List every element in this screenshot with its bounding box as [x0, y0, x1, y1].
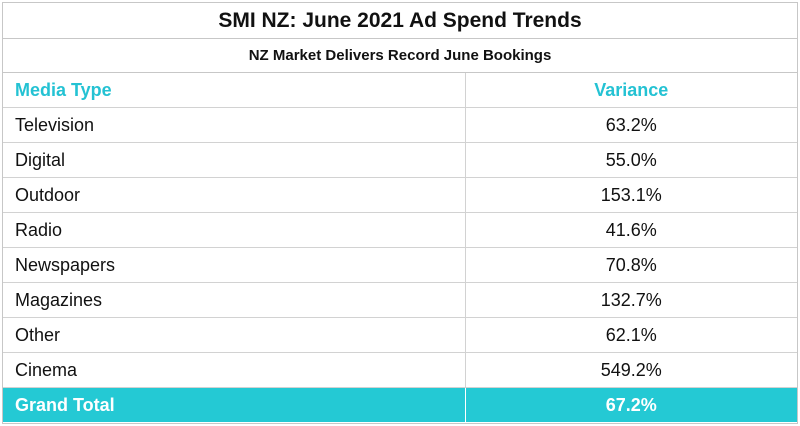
- table-row: Newspapers 70.8%: [3, 247, 797, 283]
- media-type-cell: Newspapers: [3, 247, 466, 283]
- variance-cell: 70.8%: [465, 247, 797, 283]
- variance-cell: 62.1%: [465, 317, 797, 353]
- table-row: Other 62.1%: [3, 317, 797, 353]
- chart-title: SMI NZ: June 2021 Ad Spend Trends: [3, 3, 797, 39]
- variance-cell: 153.1%: [465, 177, 797, 213]
- media-type-cell: Radio: [3, 212, 466, 248]
- grand-total-value: 67.2%: [465, 387, 797, 422]
- variance-cell: 132.7%: [465, 282, 797, 318]
- grand-total-row: Grand Total 67.2%: [3, 387, 797, 422]
- table-row: Television 63.2%: [3, 107, 797, 143]
- table-row: Digital 55.0%: [3, 142, 797, 178]
- variance-cell: 55.0%: [465, 142, 797, 178]
- media-type-cell: Magazines: [3, 282, 466, 318]
- header-row: Media Type Variance: [3, 73, 797, 108]
- column-header-media-type: Media Type: [3, 73, 466, 108]
- media-type-cell: Other: [3, 317, 466, 353]
- media-type-cell: Cinema: [3, 352, 466, 388]
- table-row: Cinema 549.2%: [3, 352, 797, 388]
- table-row: Outdoor 153.1%: [3, 177, 797, 213]
- table-body: Television 63.2% Digital 55.0% Outdoor 153.1%…: [3, 107, 797, 422]
- media-type-cell: Outdoor: [3, 177, 466, 213]
- media-type-cell: Television: [3, 107, 466, 143]
- column-header-variance: Variance: [465, 73, 797, 108]
- media-type-cell: Digital: [3, 142, 466, 178]
- table-row: Magazines 132.7%: [3, 282, 797, 318]
- table-row: Radio 41.6%: [3, 212, 797, 248]
- variance-cell: 549.2%: [465, 352, 797, 388]
- chart-subtitle: NZ Market Delivers Record June Bookings: [3, 39, 797, 73]
- data-table: Media Type Variance Television 63.2% Digit…: [3, 73, 797, 422]
- grand-total-label: Grand Total: [3, 387, 466, 422]
- variance-cell: 41.6%: [465, 212, 797, 248]
- variance-cell: 63.2%: [465, 107, 797, 143]
